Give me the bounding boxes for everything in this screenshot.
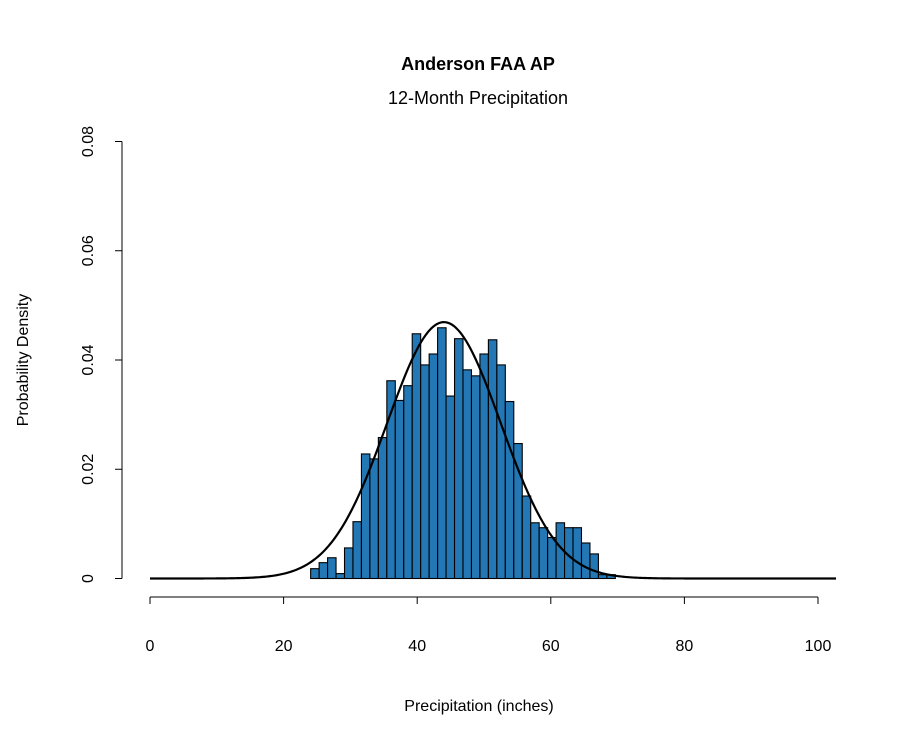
y-tick-label: 0.04 xyxy=(80,344,97,375)
histogram-bar xyxy=(453,338,464,580)
normal-density-curve xyxy=(150,321,837,580)
histogram-bar xyxy=(597,574,608,580)
x-axis-label: Precipitation (inches) xyxy=(404,698,553,715)
x-tick-label: 0 xyxy=(146,638,155,655)
histogram-bar xyxy=(327,557,337,580)
histogram-bar xyxy=(572,527,583,580)
histogram-bar xyxy=(521,495,532,580)
histogram-bar xyxy=(504,400,515,580)
histogram-bar xyxy=(352,521,362,580)
histogram-bar xyxy=(428,353,439,580)
histogram-bar xyxy=(487,339,498,580)
histogram-bar xyxy=(411,333,422,580)
histogram-bar xyxy=(445,395,456,580)
histogram-bar xyxy=(580,542,591,580)
y-tick-label: 0.08 xyxy=(80,126,97,157)
y-tick-label: 0.06 xyxy=(80,235,97,266)
histogram-bar xyxy=(589,553,599,580)
histogram-bar xyxy=(394,399,405,580)
histogram-bar xyxy=(343,547,354,580)
histogram-bar xyxy=(318,562,329,580)
histogram-bar xyxy=(403,385,413,580)
histogram-bar xyxy=(470,375,481,580)
y-axis: 0 0.02 0.04 0.06 0.08 xyxy=(80,126,123,583)
y-tick-label: 0 xyxy=(80,574,97,583)
histogram-bar xyxy=(496,364,506,580)
histogram-bar xyxy=(420,364,430,580)
x-tick-label: 40 xyxy=(408,638,426,655)
histogram-bar xyxy=(369,458,379,580)
y-tick-label: 0.02 xyxy=(80,454,97,485)
histogram-bar xyxy=(377,437,388,580)
histogram-bar xyxy=(335,573,346,580)
chart-subtitle: 12-Month Precipitation xyxy=(388,88,568,108)
x-tick-label: 80 xyxy=(676,638,694,655)
histogram-bar xyxy=(310,568,320,580)
histogram-bar xyxy=(547,536,557,580)
chart-title: Anderson FAA AP xyxy=(401,54,555,74)
y-axis-label: Probability Density xyxy=(15,294,32,427)
histogram-bar xyxy=(530,522,540,580)
x-tick-label: 60 xyxy=(542,638,560,655)
histogram-bar xyxy=(437,327,447,580)
x-tick-label: 100 xyxy=(805,638,832,655)
histogram-bar xyxy=(462,369,473,580)
histogram-bars xyxy=(310,327,616,580)
x-tick-label: 20 xyxy=(275,638,293,655)
histogram-bar xyxy=(538,527,549,580)
x-axis: 0 20 40 60 80 100 xyxy=(146,596,832,655)
